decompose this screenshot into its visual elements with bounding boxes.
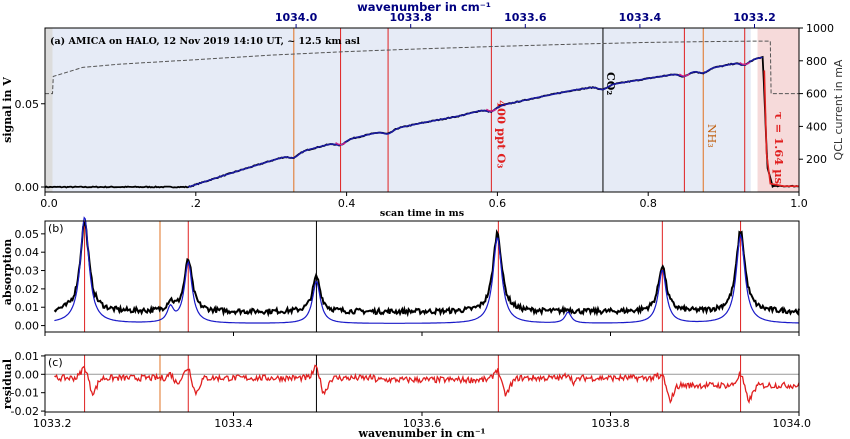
panel-a-y2label: QCL current in mA — [832, 59, 845, 160]
a-y2tick-label-3: 800 — [806, 55, 827, 68]
ringdown-annotation: τ = 1.64 µs — [772, 112, 786, 184]
dip-marker-3 — [739, 61, 751, 66]
c-ytick-label-3: -0.02 — [11, 405, 39, 418]
c-ytick-label-1: 0.00 — [15, 368, 40, 381]
b-ytick-label-4: 0.04 — [15, 246, 40, 259]
a-toptick-label-3: 1033.4 — [619, 11, 662, 24]
panel-b: 0.00 0.01 0.02 0.03 0.04 0.05 (b) absorption — [1, 216, 800, 336]
panel-a: 400 ppt O₃ CO₂ NH₃ 0.0 .2 0.4 0.6 0.8 1.0 0.00 0.… — [1, 0, 845, 219]
a-xtick-label-1: .2 — [191, 197, 202, 210]
panel-a-xlabel: scan time in ms — [380, 208, 464, 219]
a-toptick-label-4: 1033.2 — [733, 11, 775, 24]
panel-c-letter: (c) — [48, 356, 63, 369]
b-ytick-label-2: 0.02 — [15, 283, 40, 296]
b-ytick-label-1: 0.01 — [15, 301, 40, 314]
panel-a-top-axis-label: wavenumber in cm⁻¹ — [357, 0, 491, 14]
c-xtick-label-3: 1033.8 — [591, 417, 630, 430]
panel-a-ylabel: signal in V — [1, 77, 14, 143]
a-xtick-label-0: 0.0 — [40, 197, 58, 210]
a-xtick-label-2: 0.4 — [338, 197, 356, 210]
c-ytick-label-0: 0.01 — [15, 350, 40, 363]
co2-label: CO₂ — [604, 72, 617, 95]
b-ytick-label-0: 0.00 — [15, 320, 40, 333]
panel-b-frame — [44, 220, 800, 333]
panel-a-title: (a) AMICA on HALO, 12 Nov 2019 14:10 UT,… — [50, 36, 360, 47]
panel-c-ylabel: residual — [1, 359, 14, 409]
nh3-label: NH₃ — [705, 124, 718, 148]
a-y2tick-label-0: 200 — [806, 153, 827, 166]
a-y2tick-label-4: 1000 — [806, 22, 834, 35]
a-xtick-label-4: 0.8 — [639, 197, 657, 210]
a-ytick-label-1: 0.05 — [15, 98, 40, 111]
c-xtick-label-2: 1033.6 — [403, 417, 442, 430]
a-y2tick-label-1: 400 — [806, 120, 827, 133]
measured-absorption-line — [53, 221, 800, 318]
panel-c-frame — [44, 354, 800, 413]
a-xtick-label-5: 1.0 — [790, 197, 808, 210]
c-xtick-label-0: 1033.2 — [33, 417, 72, 430]
b-ytick-label-5: 0.05 — [15, 228, 40, 241]
a-y2tick-label-2: 600 — [806, 88, 827, 101]
a-toptick-label-1: 1033.8 — [389, 11, 431, 24]
b-ytick-label-3: 0.03 — [15, 265, 40, 278]
c-xtick-label-1: 1033.4 — [214, 417, 253, 430]
a-toptick-label-0: 1034.0 — [275, 11, 318, 24]
panel-b-ylabel: absorption — [1, 239, 14, 305]
a-ytick-label-0: 0.00 — [15, 181, 40, 194]
scan-region-shading — [46, 28, 751, 192]
fit-signal-line — [188, 56, 763, 188]
c-xtick-label-4: 1034.0 — [773, 417, 812, 430]
dip-marker-2 — [678, 73, 690, 77]
residual-line — [54, 364, 800, 405]
c-ytick-label-2: -0.01 — [11, 387, 39, 400]
a-xtick-label-3: 0.6 — [489, 197, 507, 210]
o3-label: 400 ppt O₃ — [494, 100, 508, 168]
a-toptick-label-2: 1033.6 — [504, 11, 547, 24]
dip-marker-0 — [335, 142, 346, 146]
ringdown-fit-line — [763, 70, 799, 187]
offset-region-left — [45, 28, 53, 192]
qcl-current-line — [45, 40, 799, 95]
panel-b-letter: (b) — [48, 222, 64, 235]
panel-c-xlabel: wavenumber in cm⁻¹ — [358, 427, 486, 439]
dip-marker-1 — [485, 108, 497, 112]
fit-absorption-line — [54, 216, 800, 324]
panel-a-frame — [44, 27, 800, 193]
